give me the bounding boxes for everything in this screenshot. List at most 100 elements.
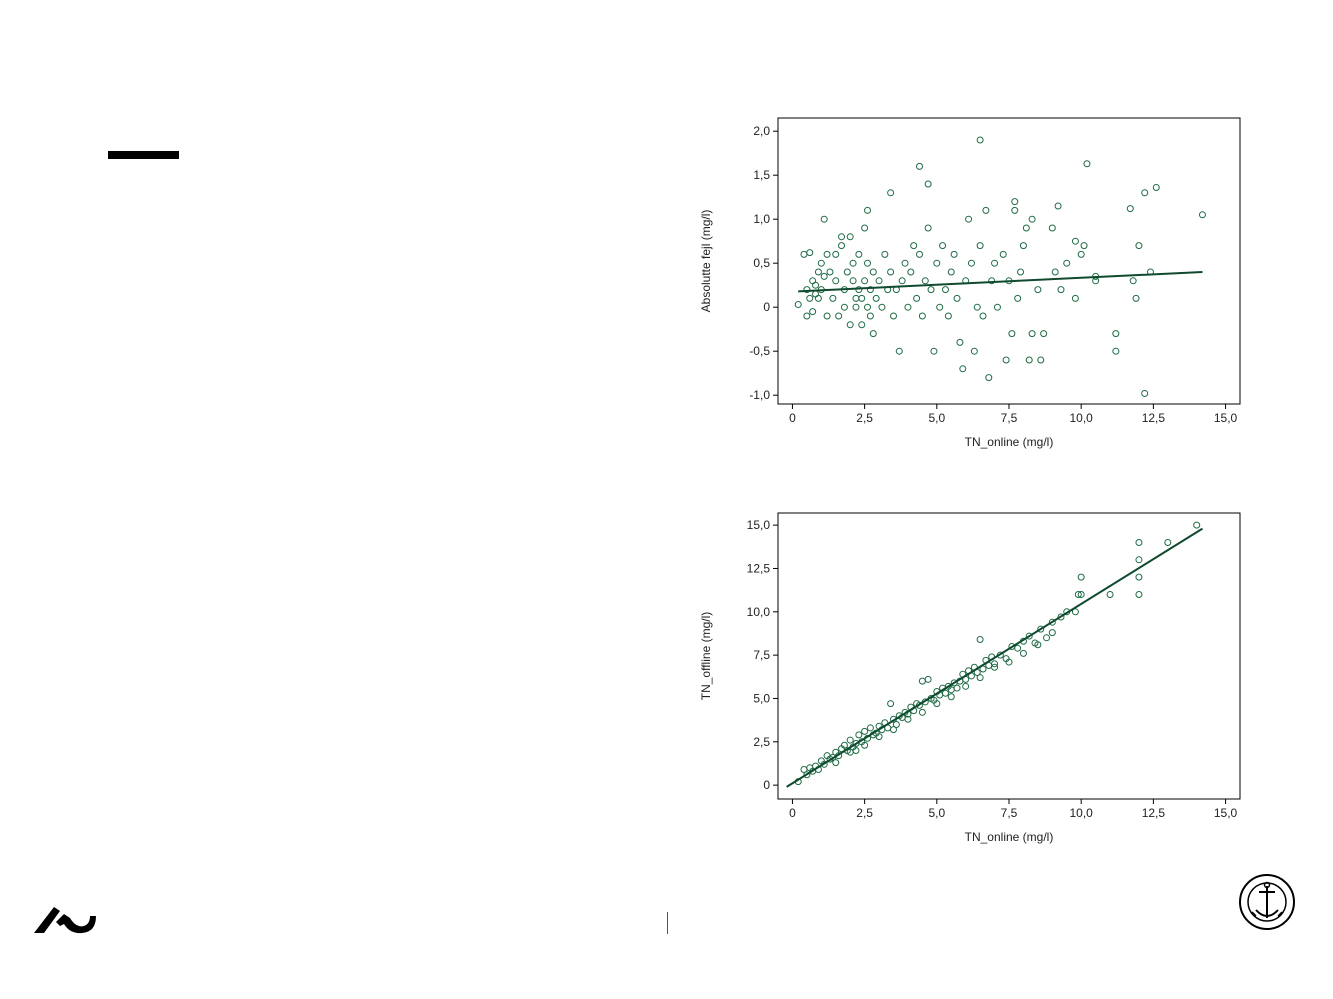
data-point	[846, 321, 854, 329]
data-point	[988, 277, 996, 285]
data-point	[1048, 618, 1056, 626]
x-tick-label: 5,0	[928, 411, 945, 425]
data-point	[803, 312, 811, 320]
data-point	[1071, 237, 1079, 245]
data-point	[832, 277, 840, 285]
data-point	[1057, 613, 1065, 621]
data-point	[852, 294, 860, 302]
data-point	[941, 689, 949, 697]
y-tick-label: 5,0	[753, 691, 770, 705]
data-point	[875, 733, 883, 741]
data-point	[907, 268, 915, 276]
data-point	[976, 674, 984, 682]
data-point	[976, 136, 984, 144]
data-point	[1092, 277, 1100, 285]
data-point	[1019, 649, 1027, 657]
data-point	[861, 741, 869, 749]
data-point	[838, 242, 846, 250]
fit-line	[798, 271, 1203, 293]
data-point	[1011, 198, 1019, 206]
data-point	[927, 286, 935, 294]
data-point	[991, 663, 999, 671]
data-point	[976, 636, 984, 644]
x-axis-label: TN_online (mg/l)	[965, 830, 1054, 844]
x-tick-label: 10,0	[1070, 411, 1094, 425]
data-point	[861, 224, 869, 232]
data-point	[858, 321, 866, 329]
y-tick-label: 2,5	[753, 735, 770, 749]
data-point	[1048, 629, 1056, 637]
data-point	[869, 268, 877, 276]
data-point	[967, 259, 975, 267]
data-point	[829, 294, 837, 302]
data-point	[965, 215, 973, 223]
y-axis-label: TN_offline (mg/l)	[699, 612, 713, 700]
data-point	[956, 338, 964, 346]
x-tick-label: 7,5	[1001, 806, 1018, 820]
x-tick-label: 5,0	[928, 806, 945, 820]
data-point	[1080, 242, 1088, 250]
x-tick-label: 12,5	[1142, 806, 1166, 820]
footer-divider	[667, 912, 668, 934]
data-point	[979, 312, 987, 320]
data-point	[820, 215, 828, 223]
data-point	[892, 720, 900, 728]
data-point	[1054, 202, 1062, 210]
data-point	[993, 303, 1001, 311]
data-point	[861, 277, 869, 285]
data-point	[941, 286, 949, 294]
data-point	[953, 294, 961, 302]
data-point	[890, 726, 897, 734]
data-point	[878, 303, 886, 311]
data-point	[814, 268, 822, 276]
data-point	[1014, 294, 1022, 302]
data-point	[814, 294, 822, 302]
data-point	[1135, 556, 1143, 564]
data-point	[820, 272, 828, 280]
data-point	[826, 268, 834, 276]
data-point	[1112, 347, 1120, 355]
data-point	[861, 727, 869, 735]
data-point	[959, 365, 967, 373]
data-point	[947, 268, 955, 276]
data-point	[866, 312, 874, 320]
data-point	[1048, 224, 1056, 232]
data-point	[1071, 294, 1079, 302]
data-point	[985, 374, 993, 382]
data-point	[1008, 330, 1016, 338]
y-tick-label: 7,5	[753, 648, 770, 662]
data-point	[1002, 356, 1010, 364]
x-tick-label: 2,5	[856, 411, 873, 425]
data-point	[866, 286, 874, 294]
y-tick-label: 0	[763, 778, 770, 792]
y-tick-label: 0,5	[753, 256, 770, 270]
data-point	[864, 303, 872, 311]
x-tick-label: 7,5	[1001, 411, 1018, 425]
data-point	[924, 224, 932, 232]
data-point	[921, 277, 929, 285]
data-point	[846, 736, 854, 744]
data-point	[1112, 330, 1120, 338]
y-tick-label: 0	[763, 300, 770, 314]
data-point	[817, 259, 825, 267]
data-point	[991, 660, 999, 668]
y-tick-label: 2,0	[753, 124, 770, 138]
y-tick-label: 12,5	[747, 561, 771, 575]
y-tick-label: -1,0	[749, 388, 770, 402]
data-point	[898, 277, 906, 285]
data-point	[864, 206, 872, 214]
y-tick-label: 1,0	[753, 212, 770, 226]
data-point	[939, 242, 947, 250]
data-point	[933, 700, 941, 708]
data-point	[1141, 189, 1149, 197]
data-point	[1071, 608, 1079, 616]
data-point	[1164, 538, 1172, 546]
data-point	[950, 250, 958, 258]
x-tick-label: 2,5	[856, 806, 873, 820]
data-point	[849, 259, 857, 267]
data-point	[904, 303, 912, 311]
data-point	[918, 312, 926, 320]
x-tick-label: 0	[789, 806, 796, 820]
data-point	[1037, 356, 1045, 364]
data-point	[1017, 268, 1025, 276]
